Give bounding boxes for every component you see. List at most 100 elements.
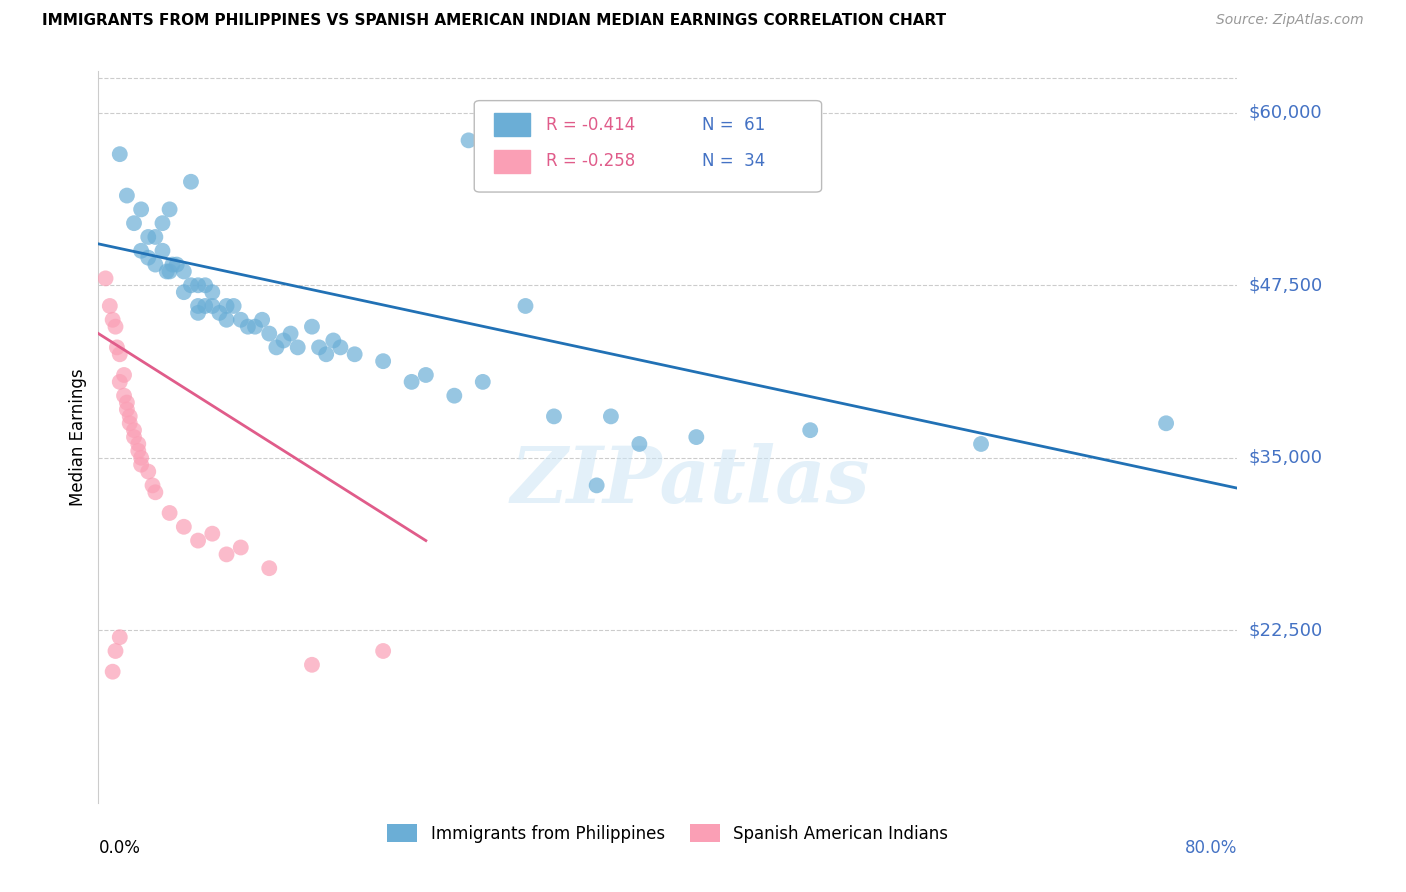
Point bbox=[94, 271, 117, 285]
Point bbox=[152, 244, 174, 258]
Point bbox=[229, 541, 252, 555]
Point bbox=[108, 375, 131, 389]
Text: R = -0.258: R = -0.258 bbox=[546, 153, 636, 170]
Point bbox=[201, 526, 224, 541]
Point bbox=[187, 299, 209, 313]
Text: $60,000: $60,000 bbox=[1249, 103, 1322, 122]
Point bbox=[104, 319, 127, 334]
Point bbox=[685, 430, 707, 444]
Point bbox=[259, 561, 281, 575]
Point bbox=[112, 368, 135, 382]
Bar bbox=[494, 113, 530, 136]
Point bbox=[118, 417, 141, 431]
Legend: Immigrants from Philippines, Spanish American Indians: Immigrants from Philippines, Spanish Ame… bbox=[381, 818, 955, 849]
Point bbox=[287, 340, 309, 354]
Point bbox=[187, 278, 209, 293]
Point bbox=[145, 258, 167, 272]
Point bbox=[585, 478, 607, 492]
Point bbox=[373, 354, 395, 368]
Point bbox=[215, 312, 238, 326]
Point bbox=[243, 319, 266, 334]
Point bbox=[112, 389, 135, 403]
Point bbox=[187, 306, 209, 320]
Point bbox=[187, 533, 209, 548]
Point bbox=[105, 340, 128, 354]
Point bbox=[122, 216, 145, 230]
Point bbox=[122, 430, 145, 444]
Point bbox=[115, 188, 138, 202]
Bar bbox=[494, 150, 530, 173]
Point bbox=[115, 402, 138, 417]
Point bbox=[799, 423, 821, 437]
Point bbox=[152, 216, 174, 230]
Point bbox=[259, 326, 281, 341]
Point bbox=[180, 175, 202, 189]
Point bbox=[236, 319, 259, 334]
Text: Source: ZipAtlas.com: Source: ZipAtlas.com bbox=[1216, 13, 1364, 28]
Point bbox=[201, 285, 224, 300]
Point bbox=[115, 395, 138, 409]
Point bbox=[194, 299, 217, 313]
Point bbox=[129, 458, 152, 472]
Point bbox=[136, 230, 159, 244]
Point bbox=[129, 244, 152, 258]
Point bbox=[129, 450, 152, 465]
Point bbox=[515, 299, 537, 313]
Point bbox=[250, 312, 273, 326]
Text: N =  34: N = 34 bbox=[702, 153, 765, 170]
Text: $22,500: $22,500 bbox=[1249, 622, 1323, 640]
Point bbox=[208, 306, 231, 320]
Point bbox=[129, 202, 152, 217]
Point bbox=[141, 478, 163, 492]
Point bbox=[215, 548, 238, 562]
Point bbox=[136, 251, 159, 265]
Point bbox=[315, 347, 337, 361]
FancyBboxPatch shape bbox=[474, 101, 821, 192]
Point bbox=[104, 644, 127, 658]
Point bbox=[308, 340, 330, 354]
Text: IMMIGRANTS FROM PHILIPPINES VS SPANISH AMERICAN INDIAN MEDIAN EARNINGS CORRELATI: IMMIGRANTS FROM PHILIPPINES VS SPANISH A… bbox=[42, 13, 946, 29]
Point bbox=[970, 437, 993, 451]
Point bbox=[1154, 417, 1177, 431]
Point bbox=[322, 334, 344, 348]
Point bbox=[471, 375, 494, 389]
Point bbox=[118, 409, 141, 424]
Point bbox=[108, 630, 131, 644]
Text: R = -0.414: R = -0.414 bbox=[546, 116, 636, 134]
Text: $47,500: $47,500 bbox=[1249, 277, 1323, 294]
Point bbox=[201, 299, 224, 313]
Point bbox=[266, 340, 288, 354]
Point bbox=[101, 312, 124, 326]
Point bbox=[600, 409, 623, 424]
Y-axis label: Median Earnings: Median Earnings bbox=[69, 368, 87, 506]
Point bbox=[136, 465, 159, 479]
Point bbox=[329, 340, 352, 354]
Text: ZIPatlas: ZIPatlas bbox=[510, 442, 870, 519]
Text: 80.0%: 80.0% bbox=[1185, 839, 1237, 857]
Point bbox=[122, 423, 145, 437]
Point bbox=[173, 520, 195, 534]
Point bbox=[301, 319, 323, 334]
Point bbox=[159, 506, 181, 520]
Point bbox=[273, 334, 295, 348]
Point bbox=[166, 258, 188, 272]
Point bbox=[159, 202, 181, 217]
Point bbox=[173, 285, 195, 300]
Text: N =  61: N = 61 bbox=[702, 116, 765, 134]
Point bbox=[127, 437, 149, 451]
Point bbox=[127, 443, 149, 458]
Point bbox=[194, 278, 217, 293]
Text: 0.0%: 0.0% bbox=[98, 839, 141, 857]
Point bbox=[108, 347, 131, 361]
Point bbox=[401, 375, 423, 389]
Point bbox=[443, 389, 465, 403]
Point bbox=[156, 264, 179, 278]
Point bbox=[108, 147, 131, 161]
Point bbox=[173, 264, 195, 278]
Point bbox=[180, 278, 202, 293]
Point bbox=[415, 368, 437, 382]
Point bbox=[628, 437, 651, 451]
Text: $35,000: $35,000 bbox=[1249, 449, 1323, 467]
Point bbox=[373, 644, 395, 658]
Point bbox=[280, 326, 302, 341]
